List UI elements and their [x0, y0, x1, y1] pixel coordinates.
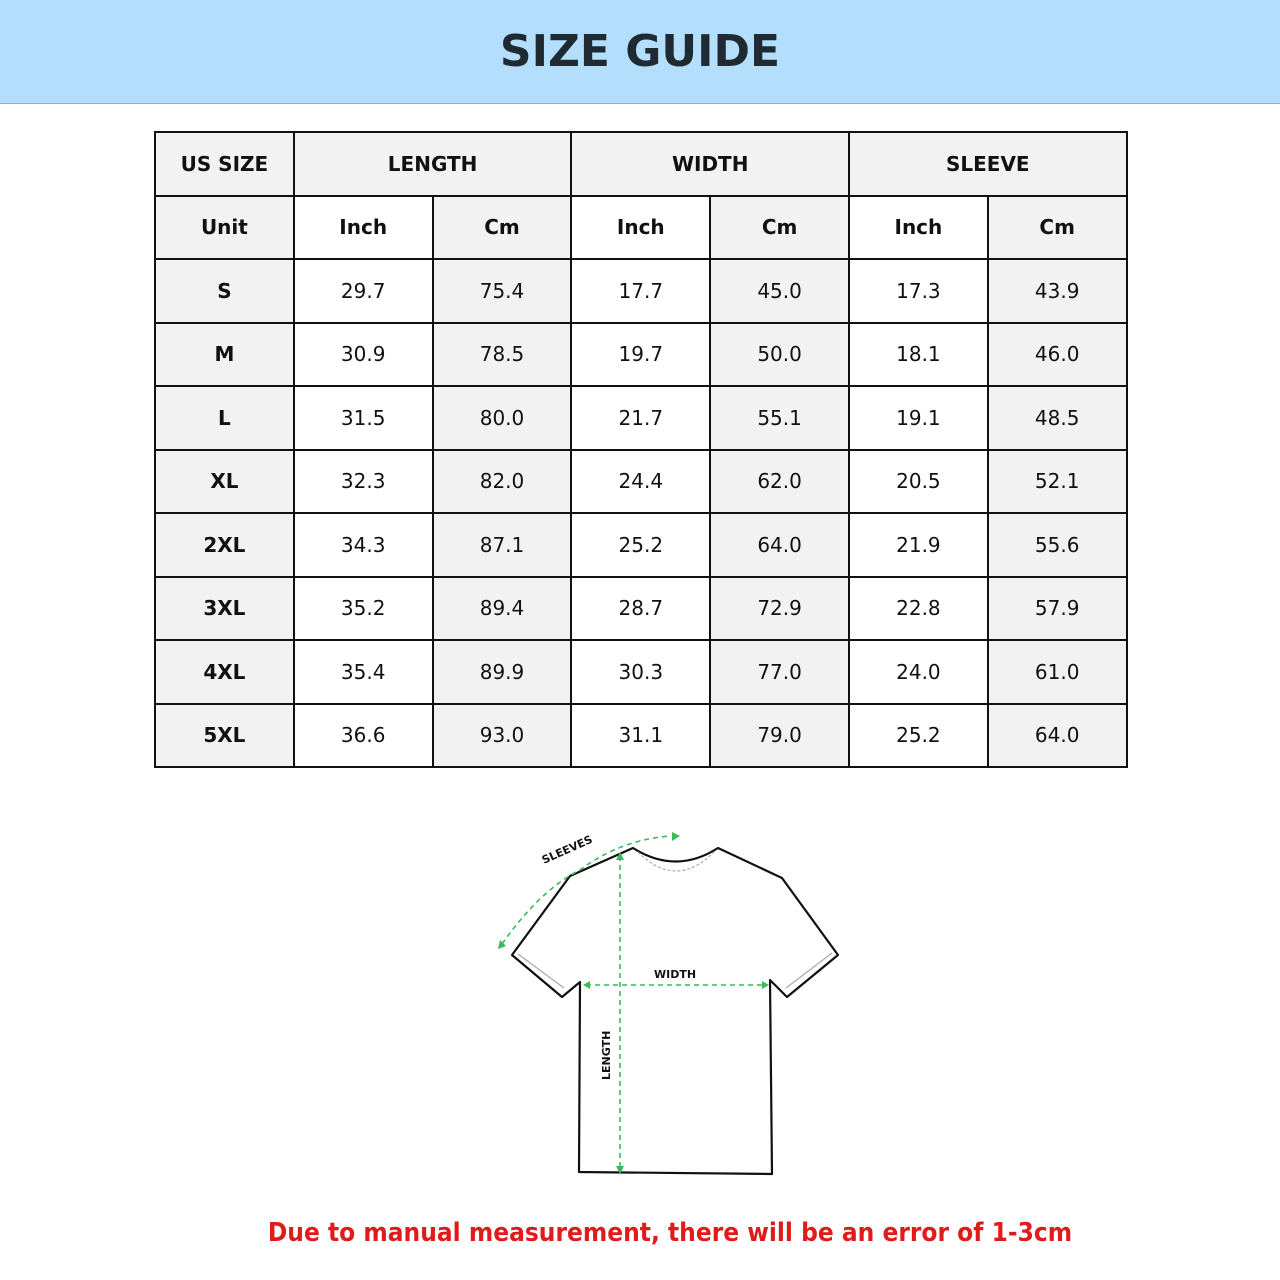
measurement-cell: 22.8	[848, 575, 989, 641]
measurement-cell: 55.6	[986, 512, 1128, 578]
measurement-cell: 32.3	[292, 448, 434, 514]
measurement-cell: 45.0	[709, 258, 850, 324]
measurement-cell: 78.5	[431, 321, 573, 387]
size-row: M 30.9 78.5 19.7 50.0 18.1 46.0	[154, 321, 1128, 387]
arrow-icon	[616, 1166, 624, 1174]
measure-arrows	[498, 832, 769, 1174]
unit-cell: Inch	[292, 194, 434, 260]
header-width: WIDTH	[570, 131, 850, 197]
measurement-cell: 55.1	[709, 385, 850, 451]
size-label: S	[154, 258, 295, 324]
measurement-cell: 30.9	[292, 321, 434, 387]
measurement-cell: 79.0	[709, 702, 850, 768]
measurement-cell: 77.0	[709, 639, 850, 705]
header-length: LENGTH	[292, 131, 573, 197]
unit-cell: Inch	[570, 194, 712, 260]
arrow-icon	[498, 940, 506, 949]
measurement-cell: 28.7	[570, 575, 712, 641]
size-label: 2XL	[154, 512, 295, 578]
measurement-cell: 64.0	[709, 512, 850, 578]
measurement-cell: 89.4	[431, 575, 573, 641]
size-row: L 31.5 80.0 21.7 55.1 19.1 48.5	[154, 385, 1128, 451]
measurement-cell: 24.4	[570, 448, 712, 514]
measurement-cell: 75.4	[431, 258, 573, 324]
measurement-cell: 34.3	[292, 512, 434, 578]
measurement-cell: 17.7	[570, 258, 712, 324]
unit-cell: Cm	[431, 194, 573, 260]
unit-row: Unit Inch Cm Inch Cm Inch Cm	[154, 194, 1128, 260]
size-row: 2XL 34.3 87.1 25.2 64.0 21.9 55.6	[154, 512, 1128, 578]
measurement-cell: 31.1	[570, 702, 712, 768]
collar-line	[637, 851, 715, 872]
measurement-cell: 21.9	[848, 512, 989, 578]
arrow-icon	[762, 981, 769, 989]
measurement-cell: 17.3	[848, 258, 989, 324]
measurement-note: Due to manual measurement, there will be…	[267, 1218, 1073, 1248]
size-label: 4XL	[154, 639, 295, 705]
unit-cell: Inch	[848, 194, 989, 260]
measurement-cell: 25.2	[848, 702, 989, 768]
size-table: US SIZE LENGTH WIDTH SLEEVE Unit Inch Cm…	[154, 131, 1128, 768]
size-label: 3XL	[154, 575, 295, 641]
header-sleeve: SLEEVE	[848, 131, 1128, 197]
tshirt-diagram: SLEEVES WIDTH LENGTH	[498, 832, 840, 1176]
measurement-cell: 93.0	[431, 702, 573, 768]
cuff-right	[785, 952, 833, 989]
unit-cell: Cm	[709, 194, 850, 260]
sleeves-label: SLEEVES	[540, 833, 595, 867]
measurement-cell: 62.0	[709, 448, 850, 514]
measurement-cell: 82.0	[431, 448, 573, 514]
measurement-cell: 19.7	[570, 321, 712, 387]
header-us-size: US SIZE	[154, 131, 295, 197]
length-label: LENGTH	[600, 1031, 613, 1080]
cuff-left	[517, 953, 565, 989]
measurement-cell: 64.0	[986, 702, 1128, 768]
size-row: XL 32.3 82.0 24.4 62.0 20.5 52.1	[154, 448, 1128, 514]
measurement-cell: 61.0	[986, 639, 1128, 705]
measurement-cell: 31.5	[292, 385, 434, 451]
sleeve-measure	[501, 835, 671, 945]
size-row: 5XL 36.6 93.0 31.1 79.0 25.2 64.0	[154, 702, 1128, 768]
measurement-cell: 89.9	[431, 639, 573, 705]
measurement-cell: 35.2	[292, 575, 434, 641]
measurement-cell: 43.9	[986, 258, 1128, 324]
measurement-cell: 30.3	[570, 639, 712, 705]
measurement-cell: 87.1	[431, 512, 573, 578]
size-label: L	[154, 385, 295, 451]
measurement-cell: 25.2	[570, 512, 712, 578]
arrow-icon	[616, 852, 624, 860]
unit-cell: Cm	[986, 194, 1128, 260]
size-label: M	[154, 321, 295, 387]
measurement-cell: 21.7	[570, 385, 712, 451]
measurement-cell: 50.0	[709, 321, 850, 387]
size-row: 3XL 35.2 89.4 28.7 72.9 22.8 57.9	[154, 575, 1128, 641]
size-row: S 29.7 75.4 17.7 45.0 17.3 43.9	[154, 258, 1128, 324]
measure-lines	[501, 835, 766, 1170]
measurement-cell: 24.0	[848, 639, 989, 705]
size-label: 5XL	[154, 702, 295, 768]
tshirt-outline	[510, 846, 840, 1176]
measurement-cell: 35.4	[292, 639, 434, 705]
group-header-row: US SIZE LENGTH WIDTH SLEEVE	[154, 131, 1128, 197]
measurement-cell: 46.0	[986, 321, 1128, 387]
arrow-icon	[583, 981, 590, 989]
measurement-cell: 36.6	[292, 702, 434, 768]
measurement-cell: 80.0	[431, 385, 573, 451]
measurement-cell: 19.1	[848, 385, 989, 451]
measurement-cell: 48.5	[986, 385, 1128, 451]
measurement-cell: 29.7	[292, 258, 434, 324]
measurement-cell: 18.1	[848, 321, 989, 387]
width-label: WIDTH	[654, 968, 696, 981]
size-row: 4XL 35.4 89.9 30.3 77.0 24.0 61.0	[154, 639, 1128, 705]
size-label: XL	[154, 448, 295, 514]
measurement-cell: 52.1	[986, 448, 1128, 514]
arrow-icon	[672, 832, 680, 841]
title-banner: SIZE GUIDE	[0, 0, 1280, 104]
unit-label: Unit	[154, 194, 295, 260]
measurement-cell: 72.9	[709, 575, 850, 641]
measurement-cell: 20.5	[848, 448, 989, 514]
page-title: SIZE GUIDE	[499, 26, 781, 77]
measurement-cell: 57.9	[986, 575, 1128, 641]
